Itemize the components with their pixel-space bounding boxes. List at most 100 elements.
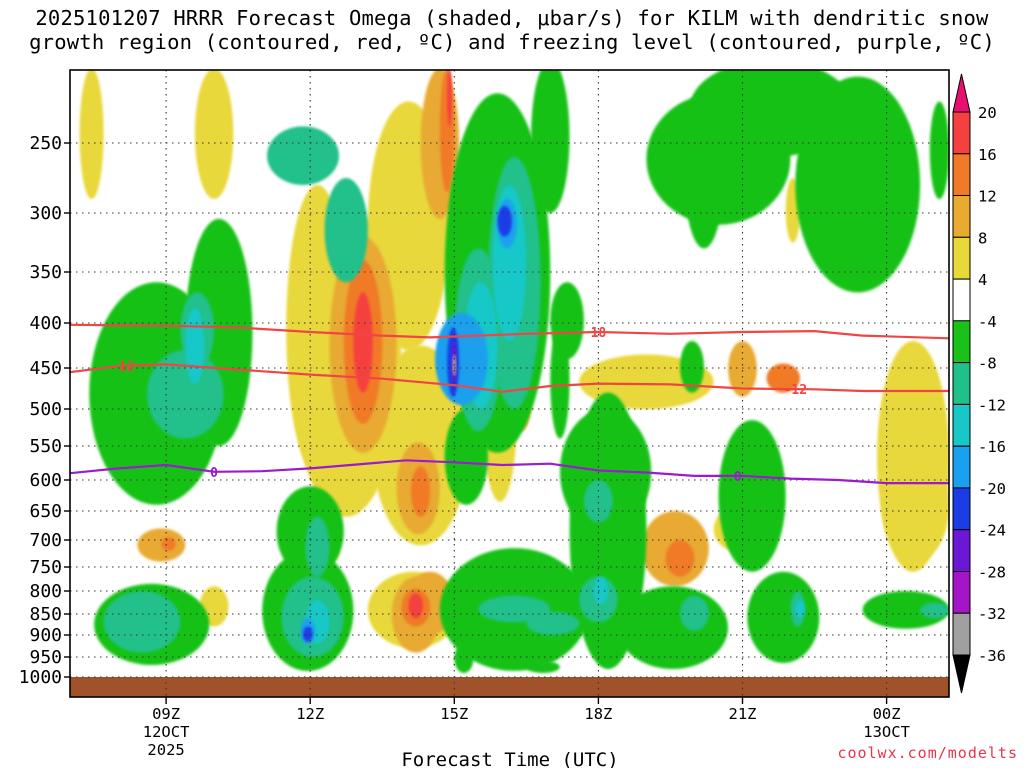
contour-label-dgz-bottom-0: -12 [111,360,134,375]
colorbar-swatch-1 [952,111,971,155]
title-line-2: growth region (contoured, red, ºC) and f… [29,30,995,54]
omega-region-8-0 [497,206,512,237]
colorbar-label-11: -28 [978,564,1006,582]
colorbar-label-8: -16 [978,438,1006,456]
omega-region-3-2 [408,593,423,619]
colorbar-label-5: -4 [978,313,997,331]
omega-region-5-7 [478,595,551,623]
colorbar-swatch-4 [952,236,971,280]
omega-region-1-6 [137,528,186,562]
x-tick-label-12Z-0: 12Z [296,705,324,723]
y-tick-label-250: 250 [29,133,62,154]
contour-label-dgz-bottom-1: -12 [784,383,807,398]
omega-region-5-13 [920,602,949,619]
x-tick-label-09Z-0: 09Z [152,705,180,723]
colorbar-swatch-2 [952,153,971,197]
plot-frame [69,69,950,698]
contour-dgz-bottom [70,363,949,393]
colorbar-label-13: -36 [978,647,1006,665]
y-tick-label-850: 850 [29,604,62,625]
omega-region-1-5 [728,341,757,397]
omega-region-2-0 [439,70,455,193]
colorbar-label-9: -20 [978,480,1006,498]
colorbar-legend: 20 16 12 8 4 -4 -8 -12 -16 -20 -24 -28 -32 -36 [952,73,1006,694]
omega-region-5-8 [526,611,580,636]
omega-region-2-5 [766,363,801,393]
omega-region-5-4 [305,516,330,577]
omega-region-4-21 [550,323,570,439]
colorbar-label-12: -32 [978,605,1006,623]
colorbar-swatch-3 [952,195,971,238]
y-tick-label-750: 750 [29,557,62,578]
omega-region-4-20 [680,341,704,393]
omega-region-4-22 [454,643,474,674]
colorbar-swatch-6 [952,320,971,364]
y-tick-label-600: 600 [29,470,62,491]
colorbar-label-2: 12 [978,188,997,206]
y-tick-label-550: 550 [29,436,62,457]
omega-region-5-0 [267,126,339,185]
colorbar-label-6: -8 [978,355,997,373]
ground-surface [70,677,949,697]
colorbar-swatch-10 [952,487,971,531]
colorbar-swatch-12 [952,571,971,614]
x-tick-label-15Z-0: 15Z [440,705,468,723]
omega-region-4-25 [531,70,570,213]
y-tick-label-700: 700 [29,530,62,551]
colorbar-swatch-5 [952,278,971,322]
y-tick-label-650: 650 [29,501,62,522]
temperature-contours: 18 -12 -12 0 0 [70,323,949,485]
colorbar-swatch-7 [952,362,971,405]
omega-region-6-3 [185,307,205,385]
omega-region-4-18 [862,591,949,629]
omega-region-4-13 [747,571,820,664]
omega-region-5-9 [584,480,613,523]
colorbar-swatch-9 [952,445,971,489]
omega-region-3-0 [447,70,452,127]
y-tick-label-350: 350 [29,262,62,283]
omega-region-4-23 [526,661,560,673]
colorbar-label-4: 4 [978,271,987,289]
x-tick-label-21Z-0: 21Z [729,705,757,723]
omega-region-0-0 [79,70,104,199]
omega-region-6-5 [795,600,805,619]
omega-region-5-14 [146,350,224,439]
title-line-1: 2025101207 HRRR Forecast Omega (shaded, … [35,6,989,30]
omega-region-6-4 [593,576,608,605]
x-tick-label-00Z-0: 00Z [873,705,901,723]
y-tick-label-1000: 1000 [19,667,62,688]
colorbar-bottom-arrow [952,654,971,694]
colorbar-label-10: -24 [978,522,1006,540]
y-tick-label-950: 950 [29,647,62,668]
y-tick-label-400: 400 [29,313,62,334]
y-tick-label-450: 450 [29,358,62,379]
y-tick-label-500: 500 [29,399,62,420]
contour-label-dgz-top-0: 18 [591,326,607,341]
omega-region-0-13 [194,70,234,199]
omega-region-5-1 [324,178,368,283]
chart-title: 2025101207 HRRR Forecast Omega (shaded, … [0,6,1024,54]
contour-label-freezing-level-0: 0 [210,466,218,481]
omega-region-4-24 [684,109,724,249]
x-tick-label-18Z-0: 18Z [584,705,612,723]
contour-dgz-top [70,323,949,340]
y-axis: 2503003504004505005506006507007508008509… [19,133,70,688]
omega-region-2-2 [411,466,431,517]
omega-region-4-16 [795,76,921,293]
omega-region-2-6 [161,537,176,551]
omega-region-8-2 [303,626,313,642]
colorbar-label-7: -12 [978,396,1006,414]
y-tick-label-300: 300 [29,203,62,224]
shaded-omega-field [79,70,949,674]
x-tick-label-00Z-1: 13OCT [863,723,910,741]
colorbar-top-arrow [952,73,971,113]
colorbar-swatch-11 [952,529,971,573]
y-tick-label-900: 900 [29,625,62,646]
omega-region-5-11 [680,595,709,631]
omega-region-4-12 [718,420,786,572]
contour-freezing-level [70,459,949,485]
omega-region-7-1 [435,312,488,405]
omega-region-5-2 [103,591,181,653]
